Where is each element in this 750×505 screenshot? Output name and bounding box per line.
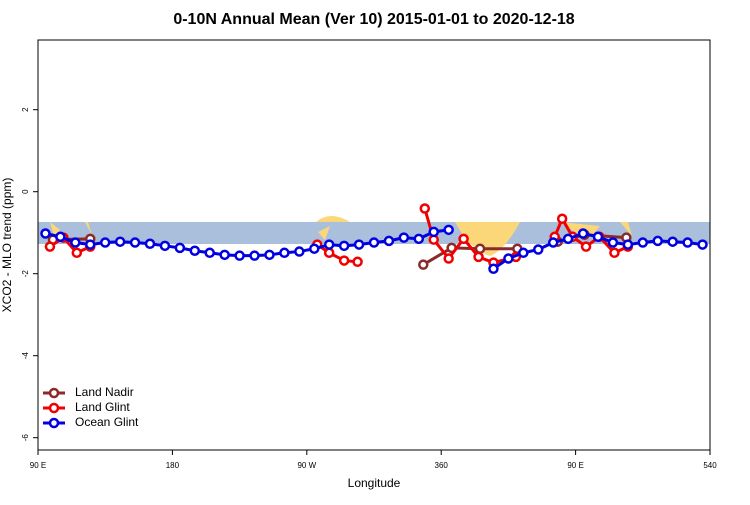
data-point bbox=[697, 239, 708, 250]
data-point bbox=[44, 241, 56, 252]
data-point bbox=[609, 247, 620, 259]
data-point bbox=[652, 235, 663, 247]
y-tick-label: 0 bbox=[21, 189, 30, 194]
legend-label: Ocean Glint bbox=[75, 415, 139, 429]
data-point bbox=[607, 237, 619, 248]
data-point bbox=[383, 235, 395, 247]
data-point bbox=[264, 249, 275, 261]
data-point bbox=[174, 242, 186, 254]
data-point bbox=[622, 239, 634, 250]
data-point bbox=[413, 233, 425, 245]
data-point bbox=[249, 250, 260, 261]
data-point bbox=[219, 249, 230, 261]
x-tick-label: 180 bbox=[166, 461, 180, 470]
data-point bbox=[279, 247, 290, 259]
data-point bbox=[323, 247, 335, 259]
data-point bbox=[443, 253, 454, 264]
x-tick-label: 360 bbox=[435, 461, 449, 470]
data-point bbox=[443, 224, 454, 236]
legend-label: Land Glint bbox=[75, 400, 130, 414]
data-point bbox=[40, 228, 51, 239]
data-point bbox=[562, 233, 574, 245]
data-point bbox=[338, 240, 350, 252]
data-point bbox=[458, 233, 469, 245]
data-point bbox=[71, 247, 83, 259]
data-point bbox=[338, 255, 350, 266]
data-point bbox=[473, 251, 484, 263]
data-point bbox=[398, 232, 410, 243]
data-point bbox=[682, 237, 693, 248]
data-point bbox=[189, 245, 201, 256]
data-point bbox=[85, 239, 96, 250]
data-point bbox=[352, 256, 363, 268]
data-point bbox=[99, 237, 111, 248]
data-point bbox=[547, 237, 559, 248]
x-tick-label: 540 bbox=[703, 461, 717, 470]
chart-title: 0-10N Annual Mean (Ver 10) 2015-01-01 to… bbox=[173, 11, 574, 28]
legend-label: Land Nadir bbox=[75, 385, 134, 399]
data-point bbox=[577, 228, 589, 239]
data-point bbox=[144, 238, 156, 250]
x-tick-label: 90 E bbox=[30, 461, 46, 470]
data-point bbox=[114, 236, 126, 247]
data-point bbox=[518, 247, 529, 259]
data-point bbox=[294, 246, 305, 257]
data-point bbox=[580, 241, 592, 252]
data-point bbox=[667, 236, 678, 247]
plot-frame bbox=[37, 39, 711, 451]
data-point bbox=[204, 247, 215, 259]
y-tick-label: -6 bbox=[21, 434, 30, 442]
data-point bbox=[55, 231, 66, 243]
x-tick-label: 90 E bbox=[567, 461, 583, 470]
data-point bbox=[556, 213, 568, 225]
legend-swatch bbox=[48, 417, 60, 429]
data-point bbox=[503, 253, 514, 264]
data-point bbox=[637, 237, 649, 248]
ocean-band bbox=[38, 222, 710, 244]
data-point bbox=[129, 237, 141, 248]
data-point bbox=[309, 243, 320, 254]
series-line bbox=[49, 208, 629, 265]
y-tick-label: -2 bbox=[21, 270, 30, 278]
legend-swatch bbox=[48, 402, 60, 414]
data-point bbox=[323, 239, 335, 250]
data-point bbox=[234, 250, 245, 261]
x-axis-label: Longitude bbox=[348, 476, 401, 490]
x-tick-label: 90 W bbox=[297, 461, 316, 470]
data-point bbox=[488, 263, 499, 275]
data-point bbox=[159, 240, 171, 252]
data-point bbox=[533, 244, 544, 255]
data-point bbox=[70, 237, 81, 248]
data-point bbox=[368, 237, 380, 248]
data-point bbox=[428, 226, 439, 238]
legend-swatch bbox=[48, 387, 60, 399]
land-shape bbox=[50, 222, 632, 240]
data-point bbox=[353, 239, 365, 250]
y-axis-label: XCO2 - MLO trend (ppm) bbox=[0, 178, 14, 313]
data-point bbox=[592, 231, 604, 243]
data-point bbox=[418, 259, 429, 270]
y-tick-label: 2 bbox=[21, 107, 30, 112]
data-point bbox=[419, 203, 431, 214]
land-shape bbox=[316, 216, 350, 240]
y-tick-label: -4 bbox=[21, 352, 30, 360]
data-point bbox=[474, 243, 486, 254]
